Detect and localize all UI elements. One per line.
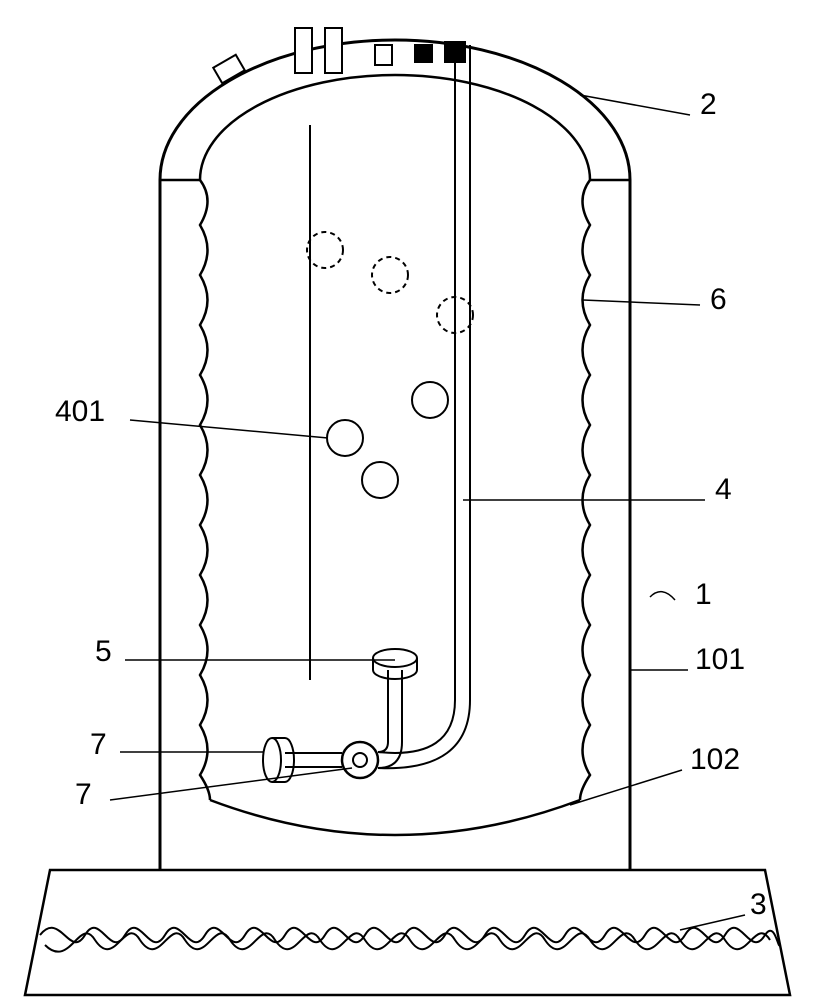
bubble-1 (327, 420, 363, 456)
pump-body (342, 742, 378, 778)
label-3: 3 (750, 888, 767, 922)
dome-inner (200, 75, 590, 180)
bubble-2 (362, 462, 398, 498)
label-1: 1 (695, 578, 712, 612)
bubble-wall-right (580, 180, 590, 800)
leader-1 (650, 592, 675, 600)
leader-2 (580, 95, 690, 115)
bubble-5 (372, 257, 408, 293)
bubble-6 (307, 232, 343, 268)
pump-core (353, 753, 367, 767)
fitting-5 (415, 45, 432, 62)
label-2: 2 (700, 88, 717, 122)
inner-bottom (210, 800, 580, 835)
fitting-1 (213, 55, 245, 84)
flange-left (263, 738, 281, 782)
label-102: 102 (690, 743, 740, 777)
wave-pattern (40, 928, 780, 946)
bubble-wall-left (200, 180, 210, 800)
fitting-6 (445, 42, 465, 62)
label-6: 6 (710, 283, 727, 317)
bubble-3 (412, 382, 448, 418)
label-4: 4 (715, 473, 732, 507)
label-5: 5 (95, 635, 112, 669)
flange-top (373, 649, 417, 667)
diagram-container: 1 2 3 4 5 6 7 7 101 102 401 (0, 0, 836, 1000)
elbow-curve-2 (378, 742, 402, 768)
label-401: 401 (55, 395, 105, 429)
label-101: 101 (695, 643, 745, 677)
flange-top-bottom (373, 670, 417, 679)
leader-6 (583, 300, 700, 305)
fitting-4 (375, 45, 392, 65)
fitting-3 (325, 28, 342, 73)
pipe-down (378, 700, 455, 753)
fitting-2 (295, 28, 312, 73)
leader-102 (570, 770, 682, 805)
pipe-down-2 (378, 700, 470, 768)
leader-7b (110, 768, 352, 800)
label-7a: 7 (90, 728, 107, 762)
schematic-svg (0, 0, 836, 1000)
elbow-curve-1 (378, 742, 388, 752)
label-7b: 7 (75, 778, 92, 812)
